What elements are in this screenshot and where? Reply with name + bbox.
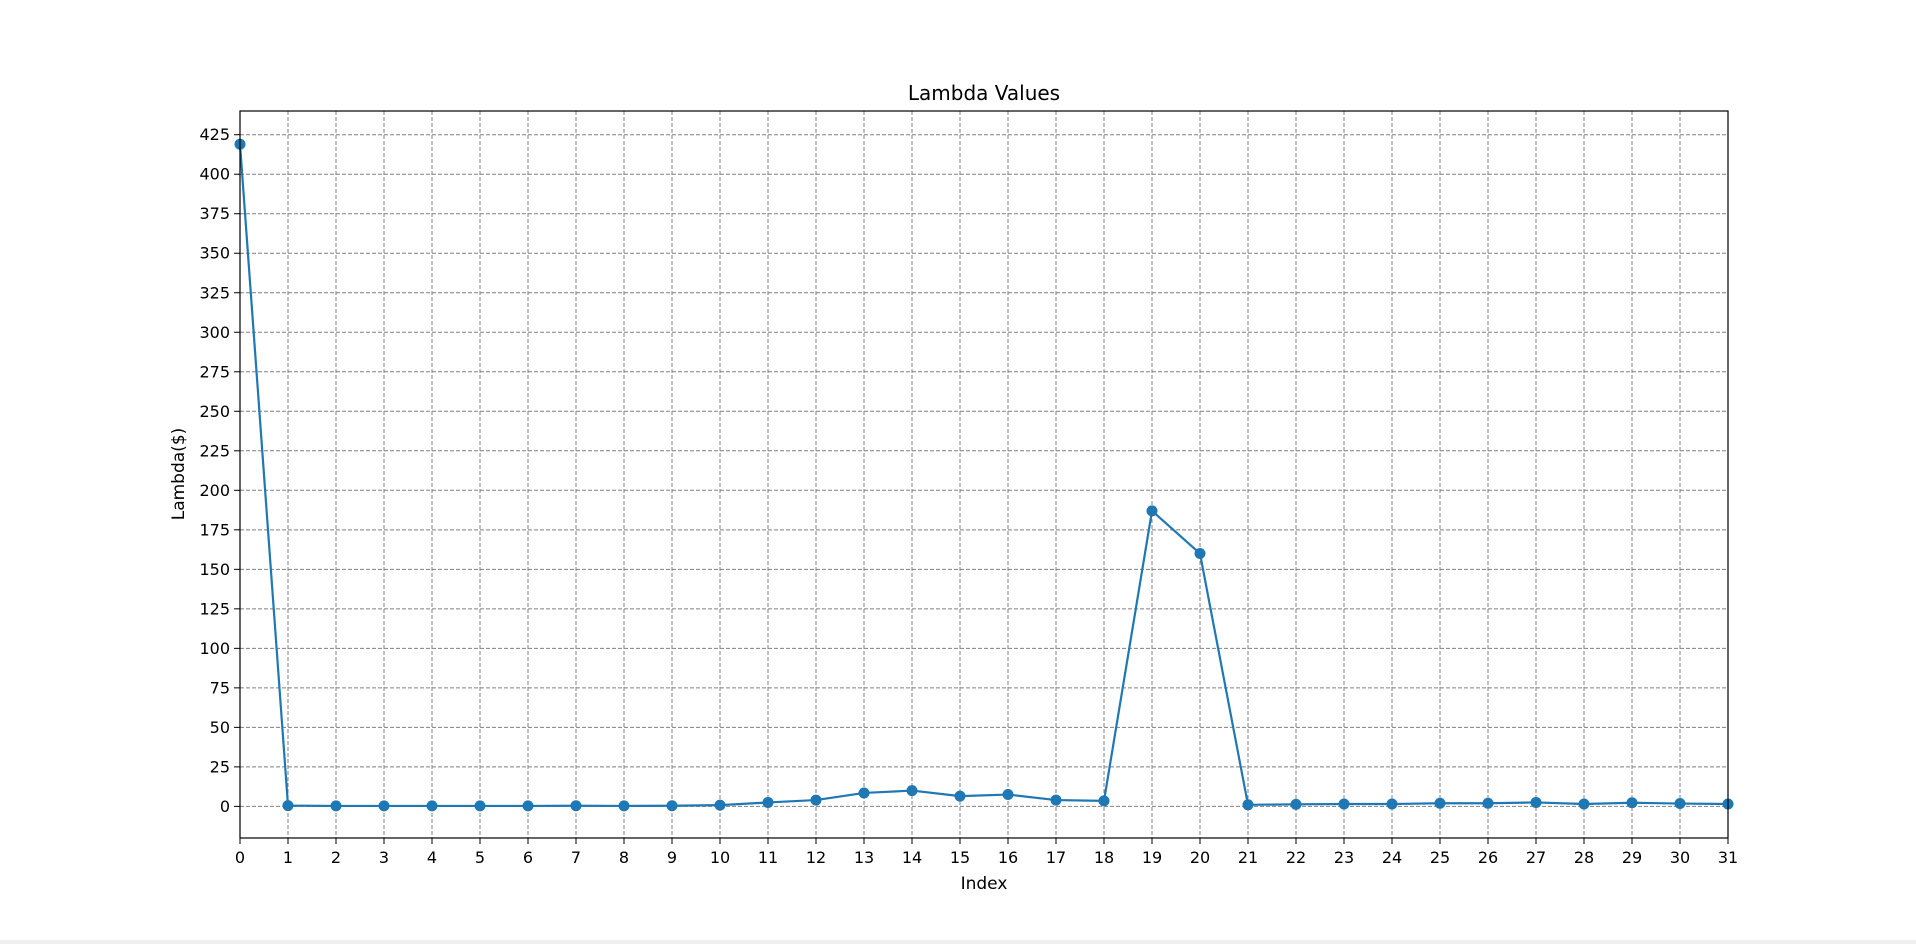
data-point-19 [1146,505,1158,517]
data-point-14 [906,785,918,797]
x-tick-label-29: 29 [1622,848,1642,867]
x-axis-ticks: 0 1 2 3 4 5 6 7 8 9 10 11 12 13 14 15 16 17 18 19 20 21 22 23 24… [235,838,1738,867]
data-point-12 [810,794,822,806]
data-point-16 [1002,789,1014,801]
x-tick-label-12: 12 [806,848,826,867]
y-tick-label-250: 250 [199,402,230,421]
y-tick-label-150: 150 [199,560,230,579]
data-point-10 [714,799,726,811]
data-point-17 [1050,794,1062,806]
data-point-4 [426,800,438,812]
chart-title: Lambda Values [908,81,1060,105]
series-layer [234,138,1734,812]
y-tick-label-375: 375 [199,204,230,223]
x-tick-label-2: 2 [331,848,341,867]
y-tick-label-175: 175 [199,520,230,539]
data-point-5 [474,800,486,812]
data-point-11 [762,796,774,808]
x-tick-label-9: 9 [667,848,677,867]
x-tick-label-15: 15 [950,848,970,867]
x-tick-label-30: 30 [1670,848,1690,867]
x-axis-label: Index [961,874,1008,894]
x-tick-label-17: 17 [1046,848,1066,867]
y-tick-label-50: 50 [210,718,230,737]
x-tick-label-28: 28 [1574,848,1594,867]
y-tick-label-125: 125 [199,599,230,618]
x-tick-label-27: 27 [1526,848,1546,867]
y-tick-label-425: 425 [199,125,230,144]
grid [239,111,1729,838]
x-tick-label-4: 4 [427,848,437,867]
y-tick-label-75: 75 [210,678,230,697]
y-tick-label-0: 0 [220,797,230,816]
data-point-6 [522,800,534,812]
x-tick-label-8: 8 [619,848,629,867]
x-tick-label-7: 7 [571,848,581,867]
x-tick-label-21: 21 [1238,848,1258,867]
data-point-9 [666,800,678,812]
data-point-18 [1098,795,1110,807]
y-axis-label: Lambda($) [169,428,189,521]
x-tick-label-13: 13 [854,848,874,867]
y-tick-label-300: 300 [199,323,230,342]
data-point-2 [330,800,342,812]
data-point-21 [1242,799,1254,811]
y-tick-label-100: 100 [199,639,230,658]
data-point-23 [1338,798,1350,810]
x-tick-label-3: 3 [379,848,389,867]
y-tick-label-25: 25 [210,757,230,776]
data-point-20 [1194,548,1206,560]
data-point-22 [1290,798,1302,810]
data-point-1 [282,800,294,812]
y-axis-ticks: 0 25 50 75 100 125 150 175 200 225 250 275 300 325 350… [199,125,240,816]
data-point-30 [1674,798,1686,810]
x-tick-label-24: 24 [1382,848,1402,867]
x-tick-label-25: 25 [1430,848,1450,867]
x-tick-label-6: 6 [523,848,533,867]
y-tick-label-400: 400 [199,165,230,184]
x-tick-label-22: 22 [1286,848,1306,867]
bottom-strip [0,940,1916,944]
data-point-3 [378,800,390,812]
data-point-24 [1386,798,1398,810]
y-tick-label-350: 350 [199,244,230,263]
series-line-0 [238,144,1729,808]
x-tick-label-31: 31 [1718,848,1738,867]
x-tick-label-5: 5 [475,848,485,867]
x-tick-label-23: 23 [1334,848,1354,867]
data-point-13 [858,787,870,799]
data-point-29 [1626,797,1638,809]
x-tick-label-18: 18 [1094,848,1114,867]
data-point-28 [1578,798,1590,810]
data-point-7 [570,800,582,812]
y-tick-label-225: 225 [199,441,230,460]
y-tick-label-200: 200 [199,481,230,500]
data-point-8 [618,800,630,812]
data-point-15 [954,790,966,802]
data-point-27 [1530,796,1542,808]
x-tick-label-11: 11 [758,848,778,867]
y-tick-label-325: 325 [199,283,230,302]
x-tick-label-20: 20 [1190,848,1210,867]
x-tick-label-19: 19 [1142,848,1162,867]
x-tick-label-14: 14 [902,848,922,867]
data-point-26 [1482,797,1494,809]
x-tick-label-10: 10 [710,848,730,867]
y-tick-label-275: 275 [199,362,230,381]
plot-frame [239,110,1729,839]
x-tick-label-0: 0 [235,848,245,867]
data-point-25 [1434,797,1446,809]
x-tick-label-16: 16 [998,848,1018,867]
x-tick-label-26: 26 [1478,848,1498,867]
x-tick-label-1: 1 [283,848,293,867]
